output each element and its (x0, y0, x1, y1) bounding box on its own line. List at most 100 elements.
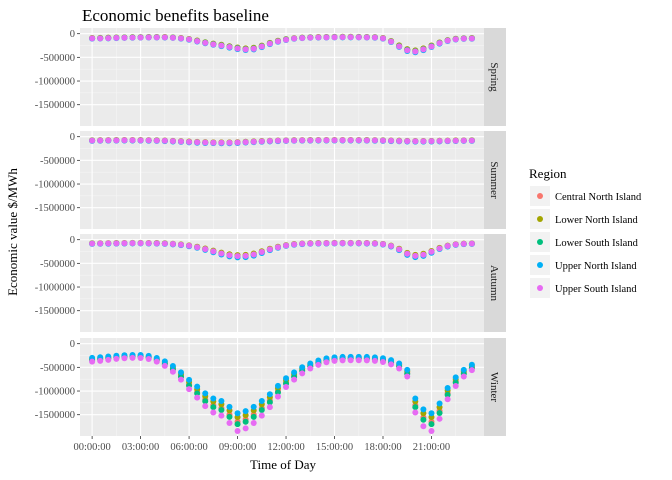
data-point (258, 407, 265, 414)
data-point (105, 240, 112, 247)
data-point (468, 240, 475, 247)
data-point (428, 427, 435, 434)
data-point (283, 36, 290, 43)
data-point (468, 361, 475, 368)
data-point (347, 34, 354, 41)
data-point (274, 389, 281, 396)
data-point (129, 137, 136, 144)
legend-key-point (537, 193, 543, 199)
data-point (234, 139, 241, 146)
data-point (218, 42, 225, 49)
data-point (299, 364, 306, 371)
data-point (339, 357, 346, 364)
y-tick-label: -1000000 (35, 180, 75, 191)
data-point (291, 35, 298, 42)
legend-item: Central North Island (530, 186, 642, 206)
data-point (258, 249, 265, 256)
data-point (460, 373, 467, 380)
data-point (404, 373, 411, 380)
data-point (250, 403, 257, 410)
y-tick-label: -1000000 (35, 77, 75, 88)
data-point (145, 240, 152, 247)
y-tick-label: -1500000 (35, 410, 75, 421)
data-point (258, 397, 265, 404)
data-point (202, 390, 209, 397)
data-point (178, 138, 184, 145)
data-point (210, 139, 217, 146)
data-point (137, 240, 144, 247)
data-point (420, 423, 427, 430)
legend-label: Lower North Island (555, 215, 639, 226)
data-point (355, 357, 362, 364)
data-point (161, 240, 168, 247)
facet-label-summer: Summer (488, 161, 500, 199)
data-point (283, 375, 290, 382)
y-tick-label: -500000 (40, 363, 75, 374)
panel-background (80, 28, 484, 126)
y-tick-label: 0 (70, 339, 75, 350)
data-point (194, 244, 201, 251)
data-point (242, 425, 249, 432)
data-point (363, 34, 370, 41)
x-axis-title: Time of Day (250, 457, 316, 472)
x-tick-label: 00:00:00 (73, 442, 110, 453)
y-tick-label: -1500000 (35, 306, 75, 317)
data-point (266, 40, 273, 47)
legend-label: Central North Island (555, 192, 642, 203)
data-point (266, 391, 273, 398)
data-point (89, 137, 96, 144)
data-point (129, 34, 136, 41)
legend: Region Central North Island Lower North I… (529, 166, 642, 298)
data-point (186, 36, 193, 43)
data-point (323, 359, 330, 366)
series-upper-north-island (89, 351, 475, 417)
data-point (396, 360, 403, 367)
data-point (218, 407, 225, 414)
data-point (186, 242, 193, 249)
data-point (274, 244, 281, 251)
panel-background (80, 234, 484, 332)
data-point (145, 356, 152, 363)
data-point (137, 137, 144, 144)
data-point (242, 46, 249, 53)
data-point (258, 43, 265, 50)
data-point (452, 383, 459, 390)
data-point (266, 399, 273, 406)
data-point (97, 357, 104, 364)
data-point (242, 252, 249, 259)
data-point (420, 416, 427, 423)
data-point (218, 412, 225, 419)
data-point (436, 245, 443, 252)
data-point (331, 137, 338, 144)
data-point (137, 34, 144, 41)
data-point (234, 410, 241, 417)
data-point (161, 362, 168, 369)
data-point (460, 137, 467, 144)
data-point (388, 361, 395, 368)
data-point (299, 34, 306, 41)
data-point (436, 400, 443, 407)
data-point (169, 363, 176, 370)
data-point (274, 393, 281, 400)
data-point (355, 34, 362, 41)
data-point (428, 43, 435, 50)
data-point (347, 240, 354, 247)
data-point (460, 240, 467, 247)
data-point (121, 34, 128, 41)
data-point (121, 355, 128, 362)
data-point (444, 391, 451, 398)
facet-label-winter: Winter (488, 372, 500, 402)
data-point (89, 240, 96, 247)
x-tick-label: 15:00:00 (316, 442, 353, 453)
y-tick-label: 0 (70, 29, 75, 40)
data-point (396, 43, 403, 50)
data-point (89, 35, 96, 42)
legend-item: Upper South Island (530, 278, 637, 298)
data-point (250, 251, 257, 258)
data-point (339, 137, 346, 144)
x-axis: 00:00:00 03:00:00 06:00:00 09:00:00 12:00:00… (73, 436, 450, 453)
data-point (105, 137, 112, 144)
data-point (210, 395, 217, 402)
legend-key-point (537, 285, 543, 291)
